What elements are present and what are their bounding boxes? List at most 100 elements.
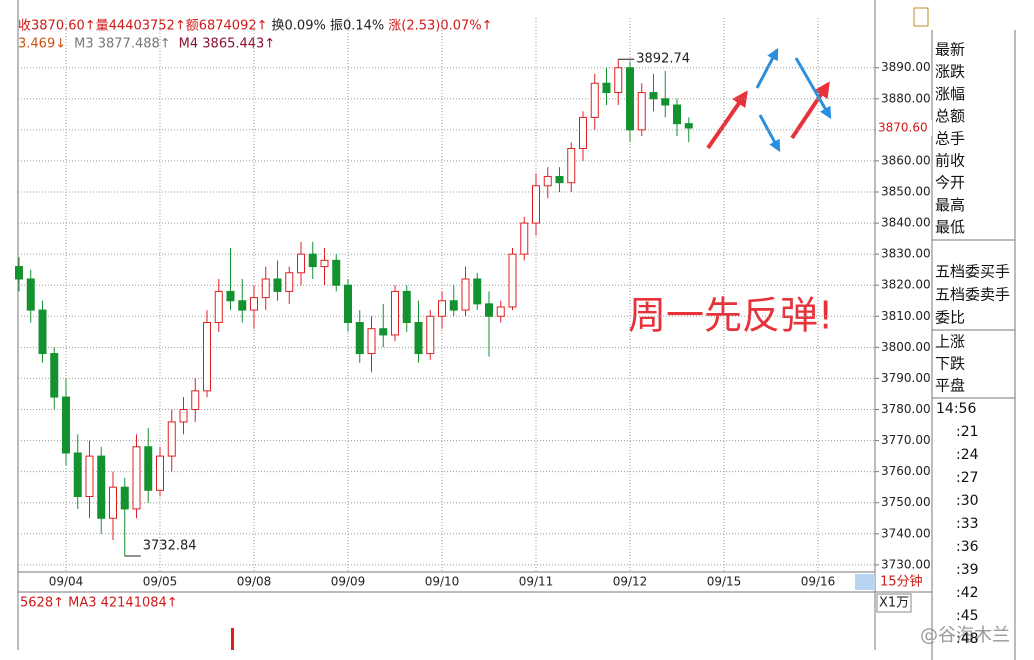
candle-body [320,259,329,268]
x-tick-label: 09/08 [237,575,272,589]
x-tick-label: 09/05 [143,575,178,589]
quote-label: 今开 [935,174,965,192]
high-label: 3892.74 [636,52,690,67]
y-tick-label: 3730.00 [881,557,931,571]
order-label: 委比 [935,309,965,327]
quote-label: 总手 [935,129,965,147]
breadth-label: 上涨 [935,333,965,351]
annotation: 周一先反弹! [628,294,833,338]
y-tick-label: 3780.00 [881,402,931,416]
y-tick-label: 3750.00 [881,495,931,509]
candle-body [426,315,435,355]
x-tick-label: 09/04 [49,575,84,589]
y-tick-label: 3800.00 [881,340,931,354]
candle-body [414,321,423,355]
candle-body [508,253,517,308]
candle-body [649,92,658,100]
arrow [790,81,830,140]
candle-body [543,175,552,187]
candle-body [402,290,411,323]
ma-header-text: M3 3877.488↑ [74,37,171,52]
y-tick-label: 3860.00 [881,153,931,167]
last-price: 3870.60 [878,120,928,134]
candle-body [261,278,270,299]
last-price-box [876,119,932,136]
y-tick-label: 3740.00 [881,526,931,540]
candle-body [285,272,294,292]
candle-body [355,321,364,355]
candle-body [132,446,141,510]
quote-label: 总额 [935,107,965,125]
candle-body [532,185,540,224]
candle-body [273,278,282,292]
icon [913,7,929,27]
candle-body [85,455,94,497]
unit-box [876,593,912,613]
header-text: 收3870.60↑量44403752↑额6874092↑ [18,19,268,34]
arrow [758,114,781,153]
candle-body [602,82,611,94]
y-tick-label: 3790.00 [881,371,931,385]
breadth-label: 下跌 [935,355,965,373]
arrow [755,47,779,89]
candle-body [156,455,164,491]
time-label: :24 [956,447,979,463]
volume-header: 5628↑ MA3 42141084↑ [20,596,178,611]
candle-body [167,421,176,457]
candle-body [226,290,235,302]
x-tick-label: 09/12 [613,575,648,589]
candle-body [50,353,59,398]
time-label: :45 [956,608,979,624]
candle-body [661,98,670,106]
time-label: :27 [956,470,979,486]
candle-body [520,222,529,255]
quote-label: 最低 [935,218,965,236]
candle-body [461,278,470,311]
time-label: :33 [956,516,979,532]
y-tick-label: 3760.00 [881,464,931,478]
low-label: 3732.84 [143,539,197,554]
x-tick-label: 09/09 [331,575,366,589]
candle-body [555,175,564,184]
candle-body [179,408,188,423]
quote-label: 涨跌 [935,63,965,81]
candle-body [449,300,458,311]
candle-body [144,446,153,491]
scroll-box [855,574,875,590]
x-tick-label: 09/11 [519,575,554,589]
candle-body [391,290,399,336]
candle-body [97,455,106,519]
candle-body [496,306,505,317]
quote-label: 最新 [935,41,965,59]
y-tick-label: 3830.00 [881,247,931,261]
quote-label: 前收 [935,152,965,170]
candle-body [38,309,47,355]
candle-body [297,253,305,274]
candle-body [379,328,388,336]
quote-label: 涨幅 [935,85,965,103]
volume-bar-fragment [231,628,234,650]
time-label: :42 [956,585,979,601]
candle-body [308,253,317,268]
candle-body [579,116,587,149]
x-tick-label: 09/16 [801,575,836,589]
candle-body [673,104,681,125]
arrow [706,90,748,150]
time-label: 14:56 [936,401,976,417]
breadth-label: 平盘 [935,377,965,395]
y-tick-label: 3770.00 [881,433,931,447]
candle-body [203,321,211,392]
candle-body [238,300,247,311]
y-tick-label: 3890.00 [881,60,931,74]
y-tick-label: 3880.00 [881,91,931,105]
header-text: 换0.09% 振0.14% [272,19,385,34]
candle-body [684,123,693,129]
time-label: :36 [956,539,979,555]
period: 15分钟 [880,574,923,590]
x-tick-label: 09/10 [425,575,460,589]
candle-body [626,67,634,131]
candle-body [191,390,200,410]
candle-body [332,259,341,286]
quote-label: 最高 [935,196,965,214]
